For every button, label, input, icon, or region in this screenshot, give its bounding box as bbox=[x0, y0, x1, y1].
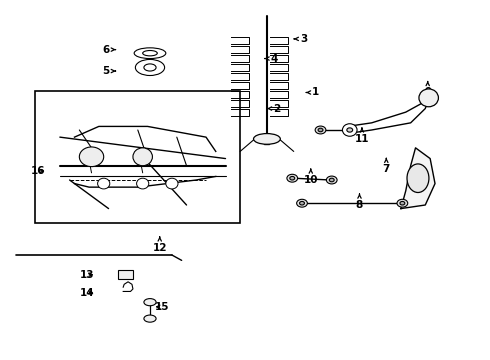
Text: 3: 3 bbox=[294, 34, 307, 44]
Ellipse shape bbox=[407, 164, 429, 193]
FancyBboxPatch shape bbox=[118, 270, 133, 279]
Text: 12: 12 bbox=[152, 237, 167, 253]
Text: 7: 7 bbox=[383, 158, 390, 174]
Ellipse shape bbox=[347, 128, 353, 132]
Bar bbox=[35, 91, 240, 223]
Ellipse shape bbox=[133, 148, 152, 166]
Ellipse shape bbox=[134, 48, 166, 59]
Ellipse shape bbox=[137, 178, 149, 189]
Ellipse shape bbox=[144, 298, 156, 306]
Text: 15: 15 bbox=[155, 302, 170, 312]
Text: 4: 4 bbox=[265, 54, 278, 64]
Ellipse shape bbox=[143, 50, 157, 56]
Text: 10: 10 bbox=[303, 169, 318, 185]
Ellipse shape bbox=[296, 199, 307, 207]
Ellipse shape bbox=[400, 202, 405, 205]
Text: 9: 9 bbox=[424, 82, 431, 98]
Ellipse shape bbox=[253, 134, 280, 144]
Text: 11: 11 bbox=[355, 128, 369, 144]
Text: 14: 14 bbox=[79, 288, 94, 297]
Text: 8: 8 bbox=[356, 194, 363, 210]
Ellipse shape bbox=[290, 176, 294, 180]
Ellipse shape bbox=[343, 124, 357, 136]
Ellipse shape bbox=[144, 64, 156, 71]
Text: 1: 1 bbox=[306, 87, 319, 98]
Ellipse shape bbox=[315, 126, 326, 134]
Ellipse shape bbox=[287, 174, 297, 182]
Polygon shape bbox=[401, 148, 435, 208]
Ellipse shape bbox=[135, 59, 165, 76]
Text: 13: 13 bbox=[79, 270, 94, 280]
Ellipse shape bbox=[397, 199, 408, 207]
Ellipse shape bbox=[144, 315, 156, 322]
Ellipse shape bbox=[98, 178, 110, 189]
Ellipse shape bbox=[318, 128, 323, 132]
Text: 16: 16 bbox=[31, 166, 45, 176]
Ellipse shape bbox=[326, 176, 337, 184]
Ellipse shape bbox=[419, 89, 439, 107]
Ellipse shape bbox=[299, 202, 304, 205]
Ellipse shape bbox=[79, 147, 104, 167]
Ellipse shape bbox=[166, 178, 178, 189]
Ellipse shape bbox=[329, 178, 334, 182]
Text: 6: 6 bbox=[102, 45, 115, 55]
Text: 5: 5 bbox=[102, 66, 115, 76]
Text: 2: 2 bbox=[268, 104, 280, 113]
